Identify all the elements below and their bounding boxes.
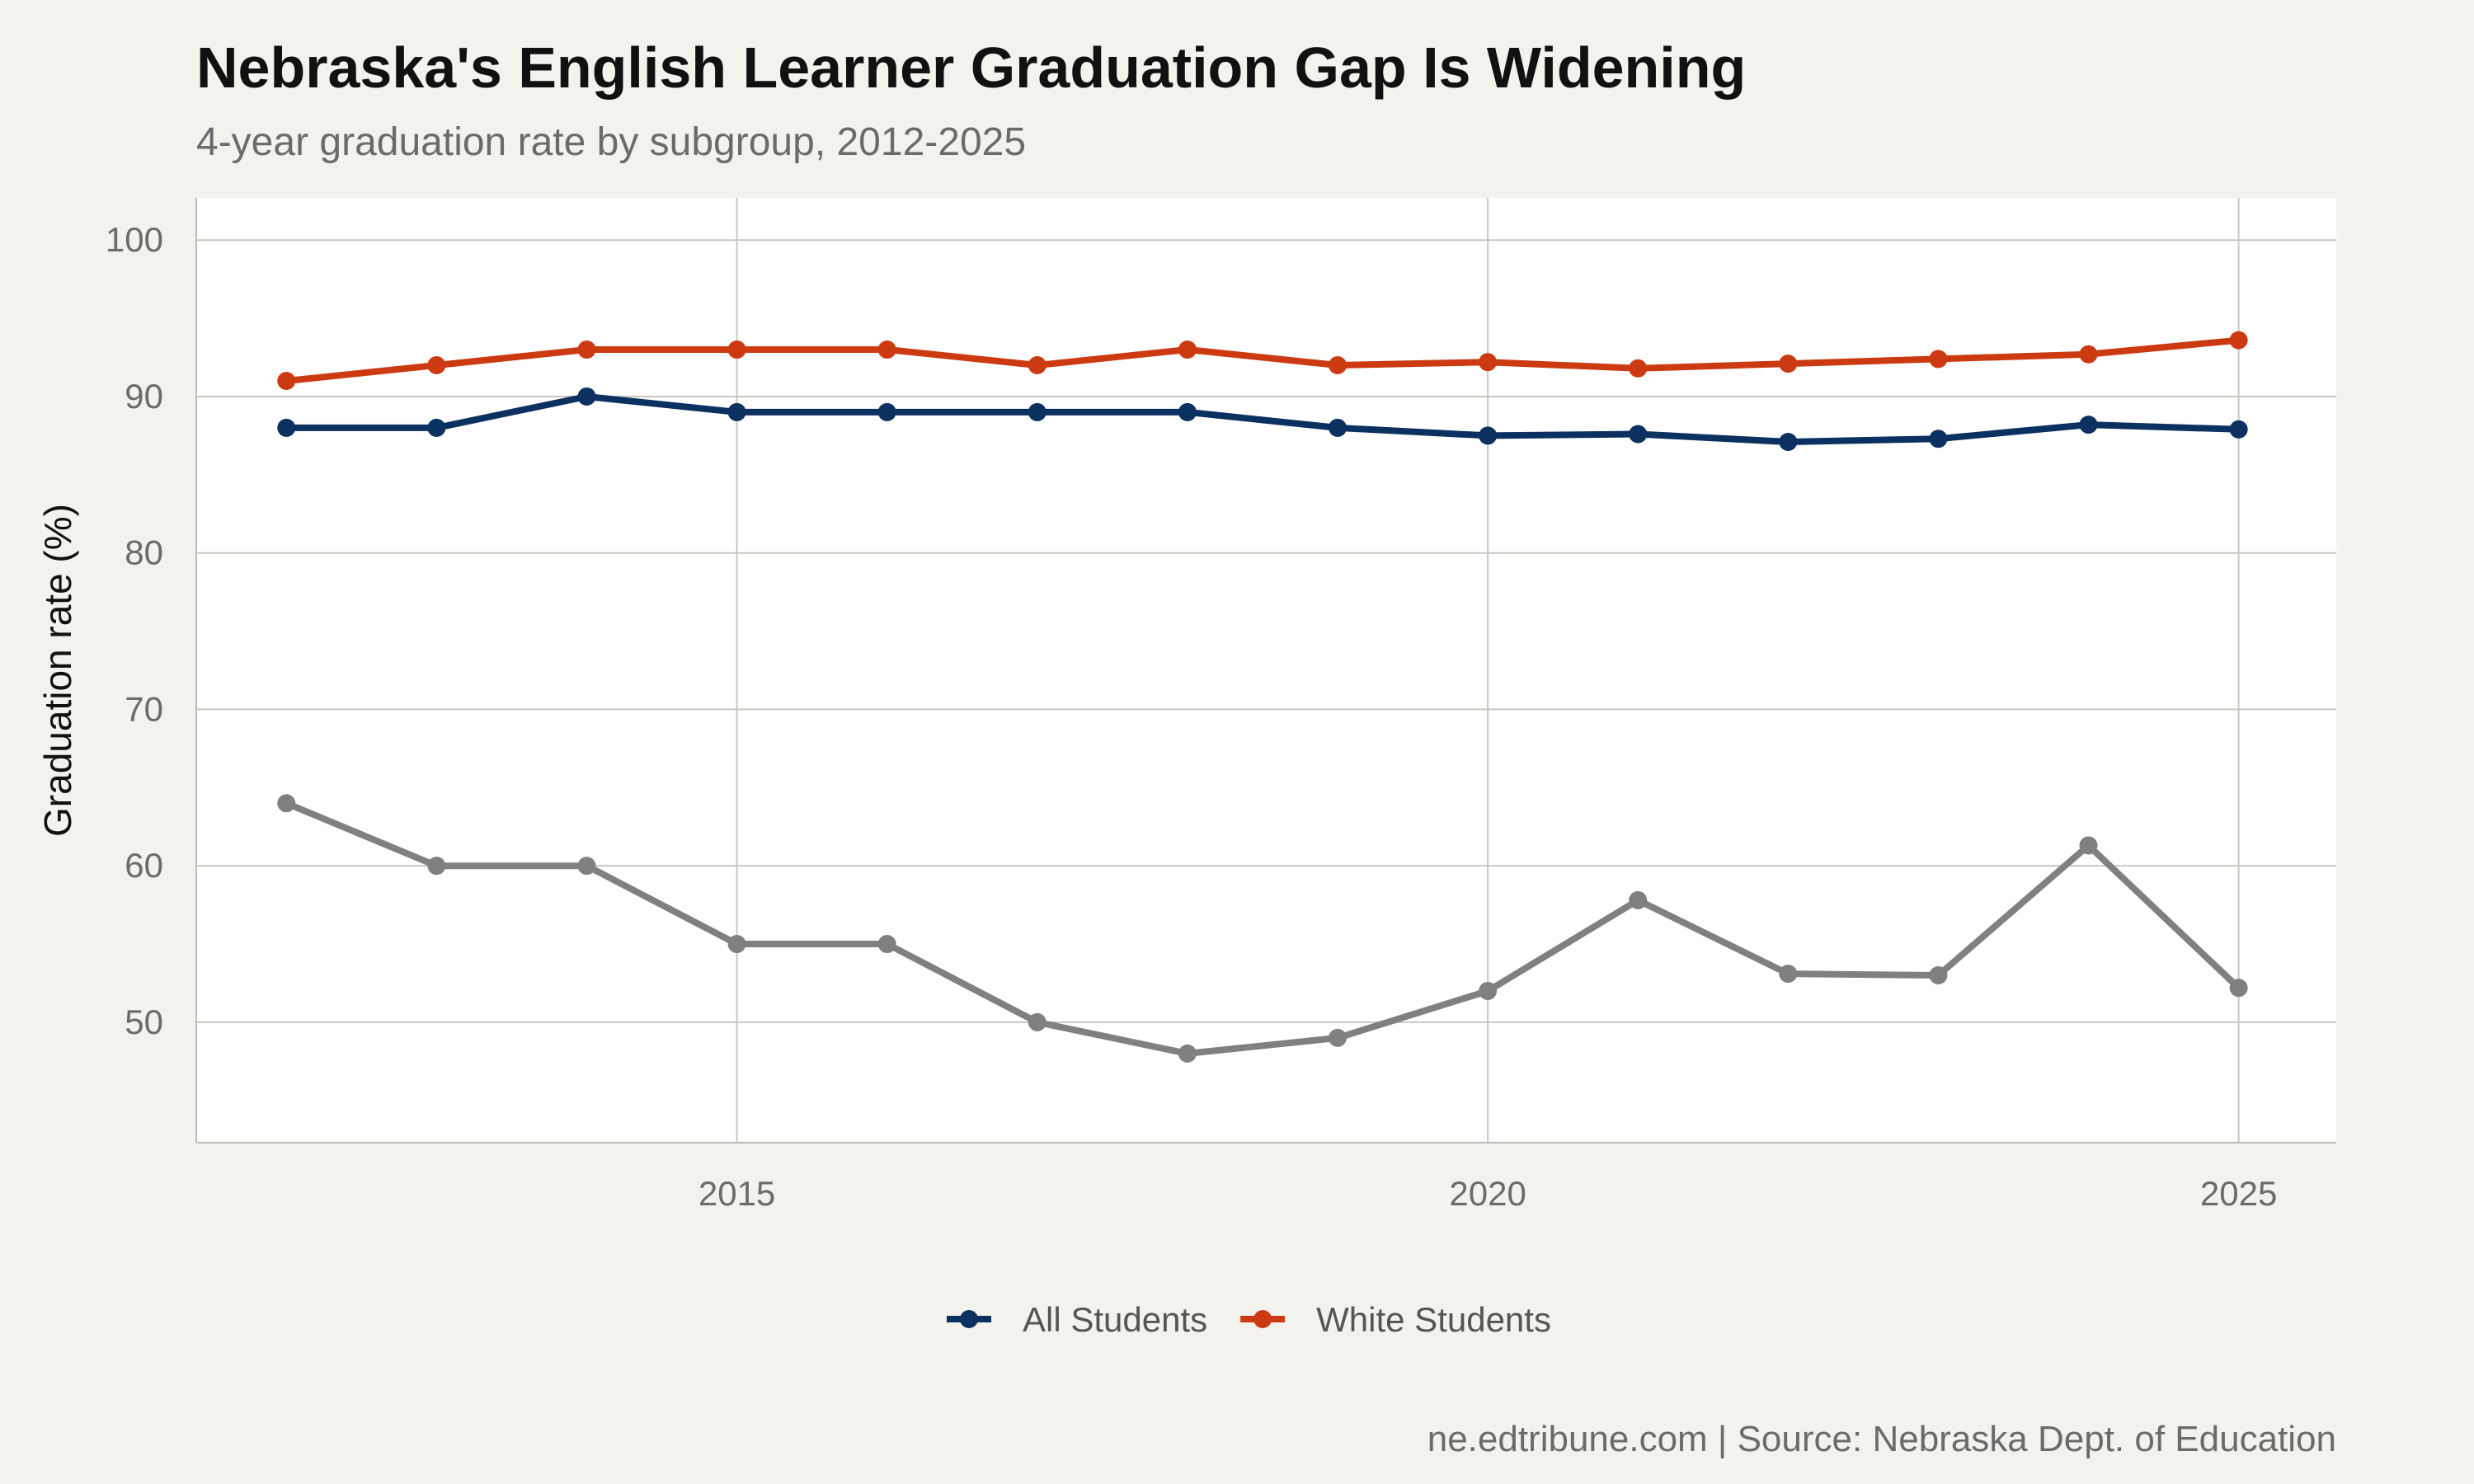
data-point (2229, 331, 2248, 350)
data-point (1178, 402, 1197, 421)
data-point (1329, 1028, 1347, 1047)
data-point (427, 857, 446, 876)
data-point (2079, 836, 2098, 855)
series-0 (277, 794, 2248, 1063)
data-point (1028, 1012, 1047, 1031)
data-point (2079, 416, 2098, 434)
chart-title: Nebraska's English Learner Graduation Ga… (196, 35, 1746, 100)
data-point (2079, 345, 2098, 364)
data-point (577, 857, 596, 876)
y-tick-label: 50 (125, 1003, 163, 1041)
y-tick-label: 70 (125, 689, 163, 728)
data-point (2229, 979, 2248, 998)
legend-swatch-point (960, 1310, 978, 1328)
x-tick-label: 2025 (2200, 1174, 2277, 1213)
legend-item: All Students (947, 1300, 1207, 1339)
data-point (1028, 402, 1047, 421)
y-axis-title: Graduation rate (%) (36, 504, 79, 837)
data-point (577, 340, 596, 359)
data-point (1779, 355, 1798, 373)
data-point (1479, 353, 1498, 372)
data-point (727, 340, 746, 359)
data-point (877, 935, 896, 954)
series-layer (277, 331, 2248, 1063)
series-line (283, 336, 2242, 384)
y-tick-label: 80 (125, 533, 163, 572)
data-point (2229, 420, 2248, 439)
data-point (727, 402, 746, 421)
y-tick-label: 60 (125, 846, 163, 885)
data-point (727, 935, 746, 954)
data-point (1178, 1044, 1197, 1063)
plot-panel (196, 198, 2336, 1143)
data-point (1629, 425, 1648, 444)
y-tick-label: 90 (125, 377, 163, 416)
data-point (277, 418, 296, 437)
data-point (427, 418, 446, 437)
data-point (1479, 426, 1498, 445)
series-line (283, 800, 2242, 1057)
x-tick-label: 2020 (1449, 1174, 1526, 1213)
data-point (1329, 418, 1347, 437)
legend-item: White Students (1240, 1300, 1551, 1339)
y-tick-label: 100 (106, 220, 163, 259)
data-point (1929, 965, 1948, 984)
data-point (427, 356, 446, 375)
x-tick-label: 2015 (698, 1174, 775, 1213)
series-2 (277, 331, 2248, 390)
tick-labels: 50 60 70 80 90 100 2015 2020 2025 (106, 220, 2277, 1213)
data-point (1479, 981, 1498, 1000)
data-point (1329, 356, 1347, 375)
data-point (577, 387, 596, 406)
data-point (1028, 356, 1047, 375)
data-point (1779, 432, 1798, 451)
data-point (1929, 430, 1948, 448)
data-point (877, 340, 896, 359)
series-line (283, 393, 2242, 445)
legend-swatch-point (1253, 1310, 1272, 1328)
data-point (277, 794, 296, 813)
data-point (877, 402, 896, 421)
data-point (1629, 890, 1648, 909)
data-point (1178, 340, 1197, 359)
chart-caption: ne.edtribune.com | Source: Nebraska Dept… (1427, 1419, 2336, 1459)
series-1 (277, 387, 2248, 451)
legend-label: All Students (1023, 1300, 1207, 1339)
data-point (277, 371, 296, 390)
data-point (1779, 965, 1798, 984)
legend: All Students White Students (947, 1300, 1551, 1339)
data-point (1929, 350, 1948, 369)
legend-label: White Students (1316, 1300, 1551, 1339)
chart-subtitle: 4-year graduation rate by subgroup, 2012… (196, 120, 1026, 164)
data-point (1629, 359, 1648, 378)
